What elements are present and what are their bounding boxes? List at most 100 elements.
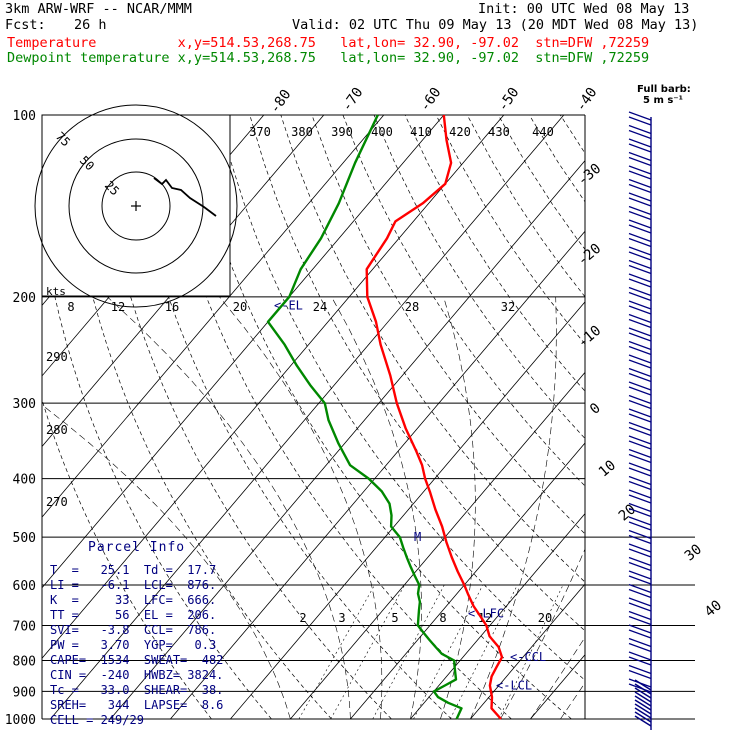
wind-barb-flag (628, 138, 652, 148)
dry-adiabat-line (373, 115, 585, 439)
wind-barb-flag (628, 359, 652, 369)
lfc-marker: <-LFC (468, 606, 504, 620)
wind-barb-flag (628, 367, 652, 378)
wind-barb-flag (628, 278, 652, 288)
hodograph-trace (153, 177, 217, 217)
pressure-tick-label: 900 (13, 685, 36, 700)
theta-label: 440 (532, 125, 554, 139)
isotherm-label: -50 (495, 85, 523, 115)
wind-barb-flag (628, 165, 652, 175)
dry-adiabat-line (654, 115, 740, 719)
wind-barb-flag (634, 695, 652, 707)
theta-label: 390 (331, 125, 353, 139)
dry-adiabat-line (529, 115, 585, 203)
parcel-info-row: Tc = 33.0 SHEAR= 38. (50, 683, 224, 697)
wind-barb-flag (628, 340, 652, 351)
wind-barb-flag (628, 143, 652, 153)
mixing-ratio-line (413, 584, 484, 719)
dry-adiabat-line (466, 115, 585, 298)
wind-barb-flag (628, 372, 652, 383)
hodograph-speed-label: 12 (111, 300, 125, 314)
mixing-ratio-line (330, 584, 405, 719)
theta-label: 380 (291, 125, 313, 139)
moist-adiabat-line (470, 296, 557, 719)
parcel-info-row: PW = 3.70 YGP= 0.3 (50, 638, 217, 652)
ccl-marker: <-CCL (510, 650, 546, 664)
theta-label: 430 (488, 125, 510, 139)
pressure-tick-label: 800 (13, 654, 36, 669)
dewpoint-legend-line: Dewpoint temperature x,y=514.53,268.75 l… (7, 50, 650, 66)
wind-barb-flag (628, 642, 652, 653)
wind-barb-flag (628, 664, 652, 675)
wind-barb-flag (628, 588, 652, 599)
isotherm-label: -40 (573, 85, 601, 115)
dry-adiabat-line (218, 115, 585, 681)
wind-barb-flag (628, 475, 652, 486)
wind-barb-flag (628, 656, 652, 666)
wind-barb-flag (628, 494, 652, 504)
hodograph-ring (34, 104, 238, 308)
wind-barb-flag (628, 426, 652, 437)
isotherm-line (42, 115, 385, 518)
moist-adiabat-line (530, 636, 585, 719)
isotherm-label: 0 (587, 400, 604, 418)
isotherm-line (350, 442, 585, 719)
mixing-ratio-label: 3 (338, 611, 345, 625)
dry-adiabat-line (280, 115, 585, 583)
wind-barb-flag (628, 610, 652, 621)
wind-barb-flag (634, 715, 652, 727)
wind-barb-flag (628, 556, 652, 567)
wind-barb-flag (628, 313, 652, 324)
barb-legend-line1: Full barb: (637, 84, 691, 95)
isotherm-label: 20 (616, 501, 639, 524)
wind-barb-flag (628, 170, 652, 180)
dry-adiabat-line (497, 115, 585, 250)
wind-barb-flag (628, 597, 652, 607)
lcl-marker: <-LCL (496, 678, 532, 692)
isotherm-line (50, 115, 565, 719)
parcel-info-title: Parcel Info (88, 540, 186, 555)
parcel-info-row: T = 25.1 Td = 17.7 (50, 563, 217, 577)
theta-label: 410 (410, 125, 432, 139)
parcel-info-row: TT = 56 EL = 206. (50, 608, 217, 622)
wind-barb-flag (634, 683, 652, 695)
wind-barb-flag (628, 624, 652, 634)
theta-label: 400 (371, 125, 393, 139)
pressure-tick-label: 600 (13, 579, 36, 594)
hodograph-speed-label: 20 (233, 300, 247, 314)
wind-barb-flag (628, 669, 652, 680)
isotherm-label: -80 (267, 87, 295, 117)
wind-barb-flag (628, 259, 652, 270)
wind-barb-flag (628, 219, 652, 229)
wind-barb-flag (628, 637, 652, 648)
wind-barb-flag (634, 711, 652, 723)
isotherm-line (42, 115, 325, 448)
wind-barb-flag (628, 462, 652, 472)
wind-barb-flag (628, 156, 652, 167)
wind-barb-flag (628, 534, 652, 545)
parcel-info-row: CIN = -240 HWBZ= 3824. (50, 668, 224, 682)
el-marker: <-EL (274, 299, 303, 313)
wind-barb-flag (628, 399, 652, 410)
mixing-ratio-label: 8 (439, 611, 446, 625)
dry-adiabat-line (591, 115, 740, 719)
hodograph-unit-label: kts (46, 285, 66, 298)
isotherm-label: 30 (682, 541, 705, 564)
pressure-tick-label: 400 (13, 473, 36, 488)
mixing-ratio-label: 12 (478, 611, 492, 625)
dry-adiabat-line (156, 115, 512, 719)
dry-adiabat-label: 280 (46, 423, 68, 437)
isotherm-line (410, 512, 585, 719)
wind-barb-flag (628, 246, 652, 256)
isotherm-line (470, 583, 585, 719)
wind-barb-flag (628, 116, 652, 126)
wind-barb-flag (634, 707, 652, 719)
wind-barb-flag (628, 210, 652, 221)
isotherm-line (290, 371, 585, 719)
wind-barb-flag (628, 602, 652, 612)
wind-barb-flag (628, 354, 652, 364)
wind-barb-flag (628, 381, 652, 391)
skewt-grid-clipped (42, 115, 740, 719)
isotherm-line (42, 115, 445, 589)
